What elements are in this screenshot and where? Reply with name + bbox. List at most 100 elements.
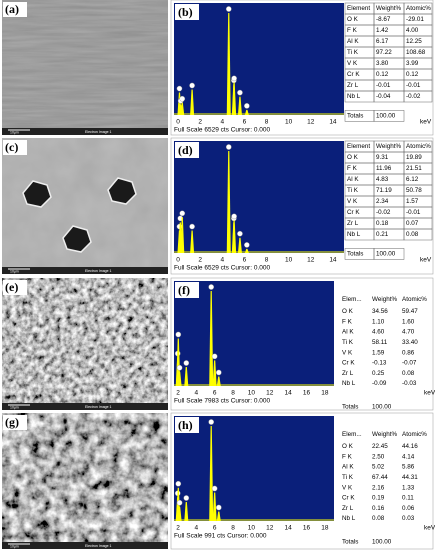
peak bbox=[209, 426, 214, 521]
peak-marker bbox=[176, 364, 183, 371]
scale-label: 10µm bbox=[10, 269, 19, 273]
table-text: 0.08 bbox=[372, 515, 385, 522]
table-text: 0.86 bbox=[402, 349, 415, 356]
x-tick-label: 8 bbox=[231, 390, 235, 397]
table-text: Ti K bbox=[347, 49, 359, 56]
table-text: Al K bbox=[347, 176, 359, 183]
x-tick-label: 18 bbox=[321, 390, 329, 397]
table-text: Al K bbox=[342, 329, 354, 336]
peak-marker bbox=[183, 360, 190, 366]
table-text: 71.19 bbox=[376, 187, 392, 194]
table-text: 67.44 bbox=[372, 474, 388, 481]
x-tick-label: 14 bbox=[285, 390, 293, 397]
peak bbox=[184, 367, 189, 386]
x-tick-label: 2 bbox=[198, 257, 202, 264]
image-texture bbox=[2, 413, 168, 549]
table-text: -0.09 bbox=[372, 380, 387, 387]
spectrum-panel: (h) 2 4 6 8 10 12 14 16 18 keV Full Scale 991 cts C… bbox=[170, 412, 435, 550]
table-text: 6.12 bbox=[406, 176, 419, 183]
table-text: Nb L bbox=[347, 231, 361, 238]
table-text: Atomic% bbox=[402, 431, 427, 438]
x-axis-unit: keV bbox=[420, 119, 432, 126]
table-text: -0.04 bbox=[376, 93, 391, 100]
x-axis-unit: keV bbox=[424, 525, 435, 532]
peak bbox=[177, 371, 182, 386]
peak bbox=[216, 376, 221, 386]
peak-marker bbox=[215, 504, 222, 511]
table-text: Weight% bbox=[376, 5, 401, 12]
peak-marker bbox=[208, 419, 214, 425]
peak-marker bbox=[179, 95, 186, 102]
table-text: Weight% bbox=[376, 143, 401, 150]
image-caption: Electron Image 1 bbox=[85, 405, 112, 409]
peak bbox=[226, 13, 231, 115]
table-text: Elem... bbox=[342, 296, 362, 303]
table-text: Cr K bbox=[342, 360, 355, 367]
spectrum-panel: (d) 0 2 4 6 8 10 12 14 keV Full Scale 6529 cts Cur… bbox=[170, 137, 434, 275]
table-text: 2.16 bbox=[372, 484, 385, 491]
x-tick-label: 10 bbox=[248, 525, 256, 532]
peak bbox=[232, 82, 237, 115]
peak-marker bbox=[215, 369, 222, 376]
peak-marker bbox=[211, 485, 218, 492]
table-cell bbox=[373, 248, 405, 260]
plot-area bbox=[174, 416, 334, 521]
x-tick-label: 18 bbox=[321, 525, 329, 532]
peak-marker bbox=[231, 75, 237, 82]
table-text: 3.99 bbox=[406, 60, 419, 67]
panel-label: (b) bbox=[178, 5, 193, 19]
x-tick-label: 8 bbox=[265, 119, 269, 126]
x-tick-label: 14 bbox=[285, 525, 293, 532]
pit bbox=[22, 180, 52, 208]
x-tick-label: 0 bbox=[176, 257, 180, 264]
table-text: 2.50 bbox=[372, 453, 385, 460]
table-text: Totals bbox=[342, 539, 358, 546]
peak-marker bbox=[225, 6, 232, 12]
table-text: 100.00 bbox=[372, 539, 392, 546]
x-tick-label: 6 bbox=[243, 257, 247, 264]
table-text: -0.01 bbox=[406, 82, 421, 89]
table-text: 4.14 bbox=[402, 453, 415, 460]
table-text: Ti K bbox=[347, 187, 359, 194]
table-text: 4.83 bbox=[376, 176, 389, 183]
table-text: -0.01 bbox=[376, 82, 391, 89]
spectrum-footer: Full Scale 6529 cts Cursor: 0.000 bbox=[174, 265, 270, 272]
table-text: 22.45 bbox=[372, 443, 388, 450]
panel-label: (d) bbox=[178, 143, 193, 157]
table-text: 0.19 bbox=[372, 495, 385, 502]
table-text: Element bbox=[347, 143, 370, 150]
table-text: Weight% bbox=[372, 431, 397, 438]
x-tick-label: 4 bbox=[220, 119, 224, 126]
x-tick-label: 10 bbox=[248, 390, 256, 397]
table-text: 0.12 bbox=[406, 71, 419, 78]
image-footer-bar bbox=[2, 128, 168, 135]
peak-marker bbox=[244, 103, 250, 109]
table-text: 44.16 bbox=[402, 443, 418, 450]
table-text: Al K bbox=[342, 464, 354, 471]
peak bbox=[190, 230, 195, 253]
table-text: 100.00 bbox=[376, 251, 396, 258]
peak bbox=[209, 291, 214, 386]
peak-marker bbox=[189, 223, 195, 230]
table-text: Cr K bbox=[347, 71, 360, 78]
table-text: Nb L bbox=[347, 93, 361, 100]
table-text: F K bbox=[342, 318, 353, 325]
table-text: Ti K bbox=[342, 474, 354, 481]
table-text: 1.10 bbox=[372, 318, 385, 325]
table-text: F K bbox=[342, 453, 353, 460]
x-tick-label: 6 bbox=[213, 390, 217, 397]
x-tick-label: 2 bbox=[198, 119, 202, 126]
table-text: Element bbox=[347, 5, 370, 12]
panel-label: (h) bbox=[178, 418, 193, 432]
x-tick-label: 12 bbox=[307, 257, 315, 264]
table-text: O K bbox=[342, 308, 354, 315]
table-text: 3.80 bbox=[376, 60, 389, 67]
spectrum-footer: Full Scale 991 cts Cursor: 0.000 bbox=[174, 533, 267, 540]
table-text: 59.47 bbox=[402, 308, 418, 315]
label-box bbox=[3, 280, 27, 295]
peak bbox=[177, 506, 182, 521]
label-box bbox=[3, 2, 27, 17]
label-box bbox=[3, 415, 27, 430]
